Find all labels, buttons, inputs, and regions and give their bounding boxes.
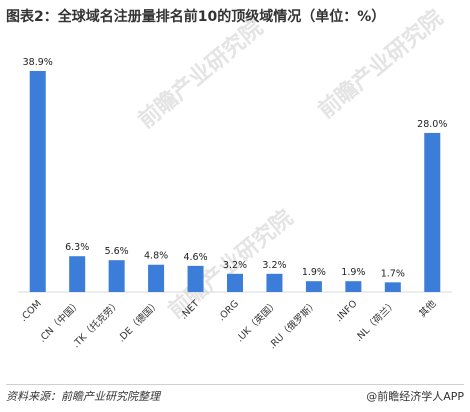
x-tick-label: .NL（荷兰） <box>353 298 399 344</box>
bar <box>384 282 401 292</box>
x-tick-label: 其他 <box>416 297 438 319</box>
x-tick-label: .COM <box>18 298 44 324</box>
bar <box>187 265 204 292</box>
data-label: 1.7% <box>381 268 405 279</box>
data-label: 4.8% <box>144 251 168 262</box>
data-label: 5.6% <box>105 246 129 257</box>
bar <box>345 281 362 292</box>
x-tick-label: .ORG <box>216 298 241 323</box>
data-label: 3.2% <box>262 260 286 271</box>
data-label: 1.9% <box>302 267 326 278</box>
footer: 资料来源：前瞻产业研究院整理 @前瞻经济学人APP <box>6 384 464 405</box>
bar <box>69 256 86 292</box>
bar <box>148 264 165 292</box>
source-note: 资料来源：前瞻产业研究院整理 <box>6 390 160 403</box>
bar-chart: 38.9%.COM6.3%.CN（中国）5.6%.TK（托克劳）4.8%.DE（… <box>18 57 452 351</box>
data-label: 4.6% <box>183 252 207 263</box>
bar <box>266 273 283 292</box>
data-label: 6.3% <box>65 242 89 253</box>
bar <box>29 71 46 292</box>
data-label: 38.9% <box>23 57 53 68</box>
x-tick-label: .NET <box>178 298 201 321</box>
x-tick-label: .DE（德国） <box>115 298 162 345</box>
chart-title: 图表2：全球域名注册量排名前10的顶级域情况（单位：%） <box>6 9 386 25</box>
bar <box>227 273 243 292</box>
bar <box>424 132 441 292</box>
data-label: 3.2% <box>223 260 247 271</box>
brand-credit: @前瞻经济学人APP <box>366 390 464 403</box>
x-tick-label: .INFO <box>333 298 359 324</box>
data-label: 1.9% <box>341 267 365 278</box>
bar <box>108 260 125 292</box>
data-label: 28.0% <box>417 119 447 130</box>
bar <box>305 281 322 292</box>
